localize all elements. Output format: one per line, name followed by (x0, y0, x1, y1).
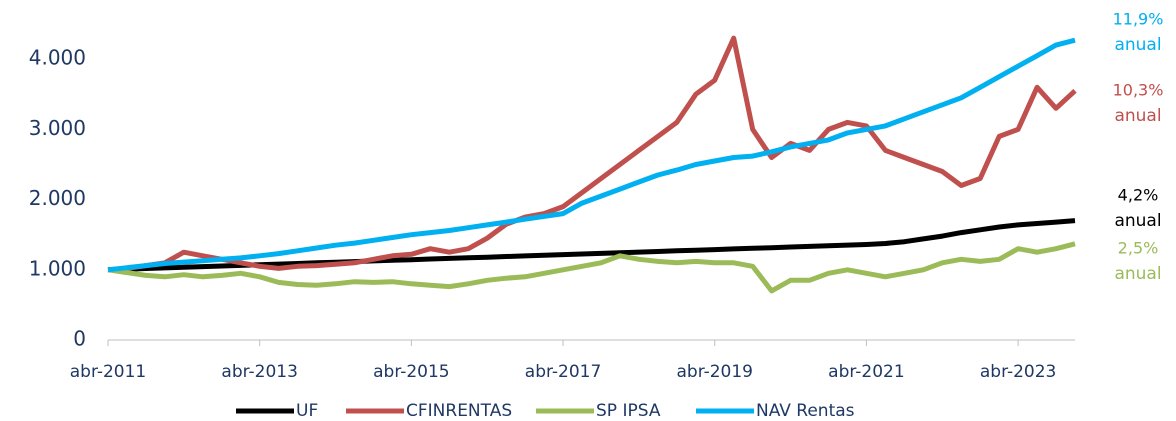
annotation: 10,3% (1113, 81, 1164, 100)
legend-label: NAV Rentas (756, 401, 855, 421)
y-tick-label: 2.000 (29, 186, 86, 210)
annotation: anual (1114, 264, 1161, 284)
annotation: 11,9% (1113, 10, 1164, 29)
series-line (107, 35, 1077, 273)
x-tick-label: abr-2017 (525, 362, 602, 382)
legend-label: UF (296, 401, 318, 421)
series-line (107, 241, 1076, 294)
annotation: anual (1114, 35, 1161, 55)
annotation: anual (1114, 106, 1161, 126)
y-tick-label: 1.000 (29, 256, 86, 280)
annotation: 2,5% (1118, 239, 1159, 258)
annotation: anual (1114, 211, 1161, 231)
legend-label: CFINRENTAS (406, 401, 512, 421)
legend-label: SP IPSA (596, 401, 661, 421)
y-tick-label: 4.000 (29, 46, 86, 70)
x-tick-label: abr-2013 (221, 362, 298, 382)
y-tick-label: 3.000 (29, 116, 86, 140)
x-tick-label: abr-2023 (980, 362, 1057, 382)
y-tick-label: 0 (73, 327, 86, 351)
x-tick-label: abr-2015 (373, 362, 450, 382)
x-tick-label: abr-2019 (676, 362, 753, 382)
x-tick-label: abr-2021 (828, 362, 905, 382)
x-tick-label: abr-2011 (70, 362, 147, 382)
series-line (107, 218, 1076, 273)
series-line (107, 37, 1076, 273)
annotation: 4,2% (1118, 186, 1159, 205)
